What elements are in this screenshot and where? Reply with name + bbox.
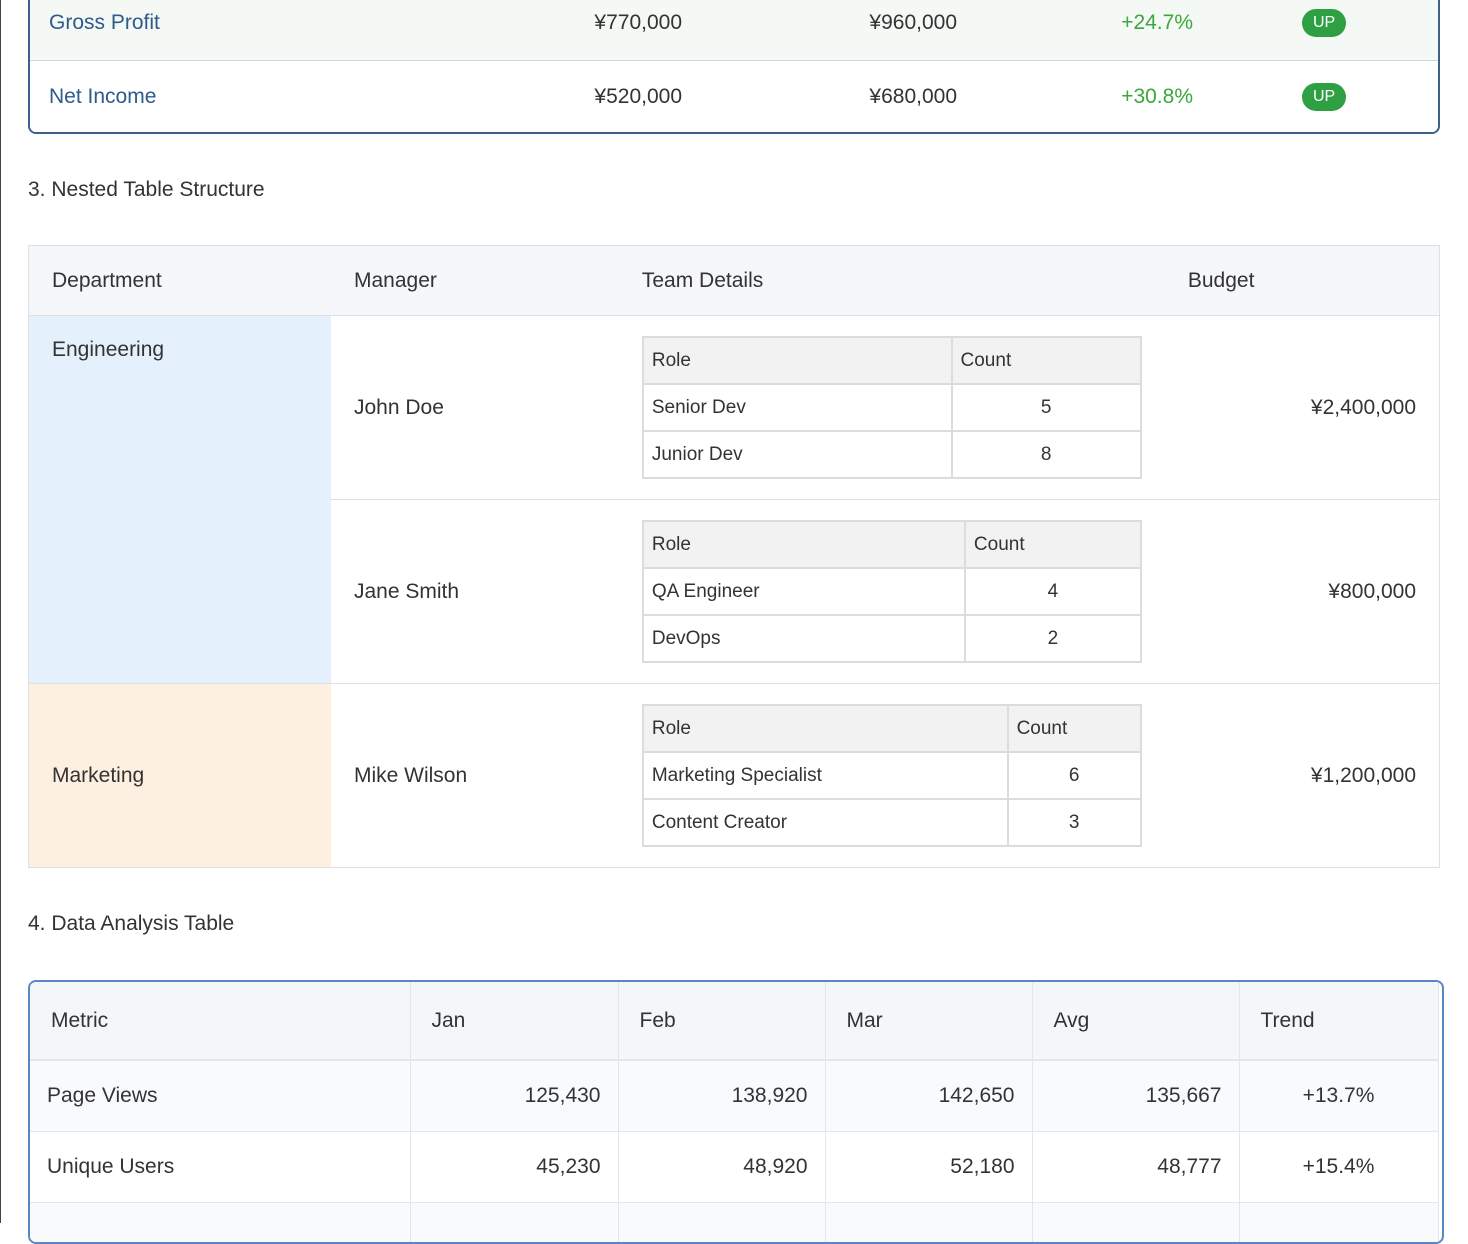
column-header: Avg bbox=[1032, 982, 1239, 1060]
column-header: Metric bbox=[30, 982, 410, 1060]
cell-value: ¥680,000 bbox=[869, 61, 957, 132]
column-header: Department bbox=[29, 246, 331, 316]
cell-value: ¥520,000 bbox=[594, 61, 682, 132]
status-badge: UP bbox=[1302, 9, 1346, 37]
badge-cell: UP bbox=[1302, 61, 1346, 132]
count-cell: 5 bbox=[952, 384, 1141, 431]
data-row bbox=[30, 1203, 1438, 1244]
column-header: Jan bbox=[410, 982, 618, 1060]
role-cell: Senior Dev bbox=[643, 384, 952, 431]
section-title: 3. Nested Table Structure bbox=[28, 178, 265, 202]
inner-header: Role bbox=[643, 521, 965, 568]
column-header: Budget bbox=[1165, 246, 1440, 316]
row-label: Net Income bbox=[49, 61, 156, 132]
count-cell: 4 bbox=[965, 568, 1141, 615]
value-cell: 138,920 bbox=[618, 1060, 825, 1132]
value-cell: 52,180 bbox=[825, 1132, 1032, 1203]
role-cell: QA Engineer bbox=[643, 568, 965, 615]
budget-cell: ¥2,400,000 bbox=[1165, 316, 1440, 500]
empty-cell bbox=[1032, 1203, 1239, 1244]
inner-header: Role bbox=[643, 705, 1008, 752]
cell-value: ¥770,000 bbox=[594, 0, 682, 60]
manager-cell: John Doe bbox=[331, 316, 619, 500]
role-cell: DevOps bbox=[643, 615, 965, 662]
manager-cell: Mike Wilson bbox=[331, 684, 619, 868]
row-label: Gross Profit bbox=[49, 0, 160, 60]
status-badge: UP bbox=[1302, 83, 1346, 111]
manager-cell: Jane Smith bbox=[331, 500, 619, 684]
badge-cell: UP bbox=[1302, 0, 1346, 60]
count-cell: 8 bbox=[952, 431, 1141, 478]
inner-header: Count bbox=[965, 521, 1141, 568]
empty-cell bbox=[618, 1203, 825, 1244]
trend-cell: +15.4% bbox=[1239, 1132, 1438, 1203]
column-header: Trend bbox=[1239, 982, 1438, 1060]
empty-cell bbox=[30, 1203, 410, 1244]
department-cell: Engineering bbox=[29, 316, 331, 684]
column-header: Feb bbox=[618, 982, 825, 1060]
value-cell: 48,777 bbox=[1032, 1132, 1239, 1203]
section-title: 4. Data Analysis Table bbox=[28, 912, 234, 936]
role-cell: Junior Dev bbox=[643, 431, 952, 478]
value-cell: 45,230 bbox=[410, 1132, 618, 1203]
empty-cell bbox=[825, 1203, 1032, 1244]
role-cell: Content Creator bbox=[643, 799, 1008, 846]
column-header: Manager bbox=[331, 246, 619, 316]
count-cell: 6 bbox=[1008, 752, 1141, 799]
budget-cell: ¥800,000 bbox=[1165, 500, 1440, 684]
value-cell: 48,920 bbox=[618, 1132, 825, 1203]
trend-cell: +13.7% bbox=[1239, 1060, 1438, 1132]
value-cell: 142,650 bbox=[825, 1060, 1032, 1132]
count-cell: 2 bbox=[965, 615, 1141, 662]
cell-value: ¥960,000 bbox=[869, 0, 957, 60]
value-cell: 125,430 bbox=[410, 1060, 618, 1132]
table-row: Gross Profit ¥770,000 ¥960,000 +24.7% UP bbox=[30, 0, 1438, 61]
budget-cell: ¥1,200,000 bbox=[1165, 684, 1440, 868]
role-cell: Marketing Specialist bbox=[643, 752, 1008, 799]
change-value: +24.7% bbox=[1121, 0, 1193, 60]
page-edge bbox=[0, 0, 1, 1223]
department-cell: Marketing bbox=[29, 684, 331, 868]
column-header: Team Details bbox=[619, 246, 1165, 316]
metric-cell: Page Views bbox=[30, 1060, 410, 1132]
value-cell: 135,667 bbox=[1032, 1060, 1239, 1132]
empty-cell bbox=[1239, 1203, 1438, 1244]
change-value: +30.8% bbox=[1121, 61, 1193, 132]
inner-header: Count bbox=[1008, 705, 1141, 752]
empty-cell bbox=[410, 1203, 618, 1244]
table-row: Net Income ¥520,000 ¥680,000 +30.8% UP bbox=[30, 61, 1438, 132]
count-cell: 3 bbox=[1008, 799, 1141, 846]
inner-header: Count bbox=[952, 337, 1141, 384]
metric-cell: Unique Users bbox=[30, 1132, 410, 1203]
inner-header: Role bbox=[643, 337, 952, 384]
column-header: Mar bbox=[825, 982, 1032, 1060]
